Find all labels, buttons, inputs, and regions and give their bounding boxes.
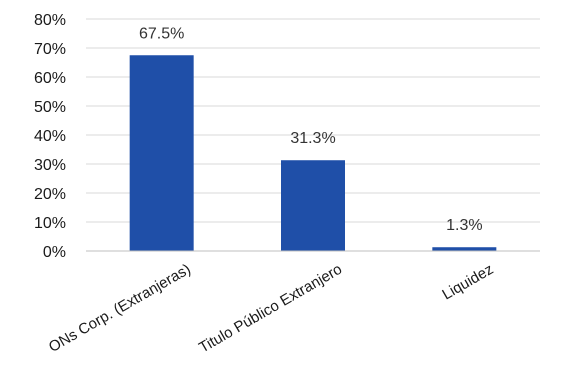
y-tick-label: 80% (34, 12, 66, 29)
y-tick-label: 70% (34, 41, 66, 58)
y-tick-label: 50% (34, 99, 66, 116)
bar (129, 55, 194, 251)
y-tick-label: 30% (34, 157, 66, 174)
data-labels: 67.5% 31.3% 1.3% (139, 25, 483, 234)
y-axis-ticks: 0% 10% 20% 30% 40% 50% 60% 70% 80% (34, 12, 66, 261)
data-label: 67.5% (139, 25, 184, 42)
x-category-label: Liquidez (439, 261, 496, 304)
x-category-label: ONs Corp. (Extranjeras) (46, 261, 194, 356)
bar (281, 160, 345, 251)
data-label: 31.3% (290, 130, 335, 147)
bar (432, 247, 497, 251)
y-tick-label: 0% (43, 244, 66, 261)
y-tick-label: 20% (34, 186, 66, 203)
y-tick-label: 60% (34, 70, 66, 87)
y-tick-label: 10% (34, 215, 66, 232)
bars (129, 55, 497, 251)
x-category-label: Titulo Público Extranjero (196, 261, 345, 357)
category-labels: ONs Corp. (Extranjeras) Titulo Público Ex… (46, 261, 496, 357)
y-tick-label: 40% (34, 128, 66, 145)
data-label: 1.3% (446, 217, 482, 234)
